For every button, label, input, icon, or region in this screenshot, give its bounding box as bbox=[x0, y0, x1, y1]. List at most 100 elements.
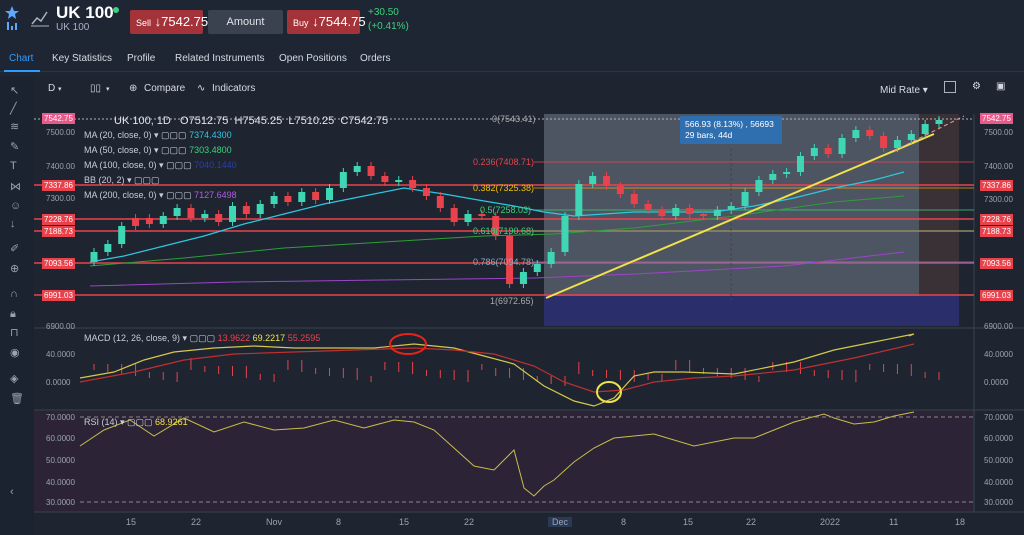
chart-type-chevron-icon[interactable]: ▾ bbox=[106, 86, 110, 93]
fullscreen-icon[interactable] bbox=[944, 81, 956, 93]
ma20-legend[interactable]: MA (20, close, 0) ▾ ▢▢▢ 7374.4300 bbox=[84, 130, 232, 140]
candle-body bbox=[409, 180, 417, 188]
tab-orders[interactable]: Orders bbox=[360, 53, 391, 64]
candle-body bbox=[464, 214, 472, 222]
arrow-down-icon[interactable]: ↓ bbox=[10, 218, 16, 230]
candle-body bbox=[644, 204, 652, 210]
brush-icon[interactable]: ✎ bbox=[10, 141, 20, 153]
chart-area[interactable]: D ▾ ▯▯ ▾ ⊕ Compare ∿ Indicators Mid Rate… bbox=[34, 76, 1024, 535]
candle-body bbox=[672, 208, 680, 216]
rsi-axis-left-50: 50.0000 bbox=[46, 456, 75, 465]
candle-body bbox=[492, 216, 500, 236]
candle-body bbox=[298, 192, 306, 202]
rsi-legend[interactable]: RSI (14) ▾ ▢▢▢ 68.9261 bbox=[84, 417, 188, 427]
instrument-subtitle: UK 100 bbox=[56, 22, 90, 33]
macd-axis-left-40: 40.0000 bbox=[46, 350, 75, 359]
ma100-value: 7040.1440 bbox=[194, 160, 237, 170]
buy-price: 7544.75 bbox=[318, 14, 366, 29]
candle-body bbox=[173, 208, 181, 216]
camera-icon[interactable]: ▣ bbox=[996, 81, 1006, 92]
x-label-15-nov: 15 bbox=[399, 517, 410, 527]
candle-body bbox=[201, 214, 209, 218]
price-tag-right-6991: 6991.03 bbox=[980, 290, 1013, 301]
price-type-select[interactable]: Mid Rate ▾ bbox=[880, 85, 928, 96]
symbol-label: UK 100, 1D bbox=[114, 115, 171, 127]
chart-type-icon[interactable]: ▯▯ bbox=[90, 83, 102, 94]
pattern-tool-icon[interactable]: ⋈ bbox=[10, 181, 21, 193]
candle-body bbox=[796, 156, 804, 172]
indicators-button[interactable]: Indicators bbox=[212, 83, 256, 94]
fib-zone-right bbox=[919, 114, 959, 296]
price-tag-left-7188: 7188.73 bbox=[42, 226, 75, 237]
candle-body bbox=[741, 192, 749, 206]
candle-body bbox=[339, 172, 347, 188]
candle-body bbox=[270, 196, 278, 204]
buy-arrow-icon: ↓ bbox=[312, 14, 319, 29]
candle-body bbox=[880, 136, 888, 148]
measure-tooltip: 566.93 (8.13%) , 56693 29 bars, 44d bbox=[680, 116, 782, 144]
ma200-legend[interactable]: MA (200, close, 0) ▾ ▢▢▢ 7127.6498 bbox=[84, 190, 237, 200]
bb-label: BB (20, 2) bbox=[84, 175, 125, 185]
chart-toolbar: D ▾ ▯▯ ▾ ⊕ Compare ∿ Indicators Mid Rate… bbox=[34, 76, 1024, 104]
interval-select[interactable]: D bbox=[48, 83, 56, 94]
macd-axis-right-0: 0.0000 bbox=[984, 378, 1009, 387]
collapse-icon[interactable]: ‹ bbox=[10, 486, 14, 498]
sell-button[interactable]: Sell ↓7542.75 bbox=[130, 10, 208, 34]
tab-open-positions[interactable]: Open Positions bbox=[279, 53, 347, 64]
macd-annotation-yellow bbox=[596, 381, 622, 403]
macd-axis-right-40: 40.0000 bbox=[984, 350, 1013, 359]
line-tool-icon[interactable]: ╱ bbox=[10, 103, 17, 115]
candles bbox=[90, 116, 943, 386]
price-tag-left-7228: 7228.76 bbox=[42, 214, 75, 225]
trash-icon[interactable]: 🗑︎ bbox=[10, 393, 24, 405]
indicators-icon[interactable]: ∿ bbox=[197, 83, 206, 94]
fib-tool-icon[interactable]: ≋ bbox=[10, 121, 20, 133]
tab-key-statistics[interactable]: Key Statistics bbox=[52, 53, 113, 64]
interval-chevron-icon[interactable]: ▾ bbox=[58, 86, 62, 93]
candle-body bbox=[187, 208, 195, 218]
unlock-icon[interactable]: ⊓ bbox=[10, 327, 19, 339]
settings-gear-icon[interactable]: ⚙ bbox=[972, 81, 981, 92]
macd-legend[interactable]: MACD (12, 26, close, 9) ▾ ▢▢▢ 13.9622 69… bbox=[84, 333, 321, 343]
rsi-axis-right-70: 70.0000 bbox=[984, 413, 1013, 422]
eye-icon[interactable]: ◉ bbox=[10, 347, 20, 359]
fib-label-1: 1(6972.65) bbox=[490, 296, 534, 306]
layers-icon[interactable]: ◈ bbox=[10, 373, 19, 385]
tab-related-instruments[interactable]: Related Instruments bbox=[175, 53, 265, 64]
ma20-value: 7374.4300 bbox=[189, 130, 232, 140]
candle-body bbox=[783, 172, 791, 174]
zoom-icon[interactable]: ⊕ bbox=[10, 263, 20, 275]
watchlist-star-icon[interactable] bbox=[4, 4, 28, 38]
bb-legend[interactable]: BB (20, 2) ▾ ▢▢▢ bbox=[84, 175, 160, 185]
amount-input[interactable]: Amount bbox=[208, 10, 283, 34]
rsi-axis-right-40: 40.0000 bbox=[984, 478, 1013, 487]
compare-button[interactable]: Compare bbox=[144, 83, 186, 94]
magnet-icon[interactable]: ∩ bbox=[10, 288, 18, 300]
candle-body bbox=[824, 148, 832, 154]
candle-body bbox=[630, 194, 638, 204]
ma50-legend[interactable]: MA (50, close, 0) ▾ ▢▢▢ 7303.4800 bbox=[84, 145, 232, 155]
rsi-axis-right-30: 30.0000 bbox=[984, 498, 1013, 507]
candle-body bbox=[381, 176, 389, 182]
cursor-icon[interactable]: ↖ bbox=[10, 85, 20, 97]
candle-body bbox=[589, 176, 597, 184]
tab-chart[interactable]: Chart bbox=[9, 53, 34, 64]
lock-icon[interactable]: 🔒︎ bbox=[10, 308, 16, 320]
market-open-indicator bbox=[113, 7, 119, 13]
candle-body bbox=[686, 208, 694, 214]
shapes-icon[interactable]: ☺ bbox=[10, 200, 22, 212]
price-tag-left-current: 7542.75 bbox=[42, 113, 75, 124]
buy-button[interactable]: Buy ↓7544.75 bbox=[287, 10, 366, 34]
price-tag-left-6991: 6991.03 bbox=[42, 290, 75, 301]
ma100-legend[interactable]: MA (100, close, 0) ▾ ▢▢▢ 7040.1440 bbox=[84, 160, 237, 170]
compare-icon[interactable]: ⊕ bbox=[129, 83, 138, 94]
candle-body bbox=[575, 184, 583, 216]
change-pct: (+0.41%) bbox=[368, 21, 409, 32]
text-tool-icon[interactable]: T bbox=[10, 160, 17, 172]
ruler-icon[interactable]: ✐ bbox=[10, 243, 20, 255]
trend-line bbox=[545, 133, 935, 299]
fib-label-05: 0.5(7258.03) bbox=[480, 205, 532, 215]
sell-label: Sell bbox=[136, 18, 152, 28]
tab-profile[interactable]: Profile bbox=[127, 53, 156, 64]
price-chart-svg bbox=[34, 114, 1024, 513]
